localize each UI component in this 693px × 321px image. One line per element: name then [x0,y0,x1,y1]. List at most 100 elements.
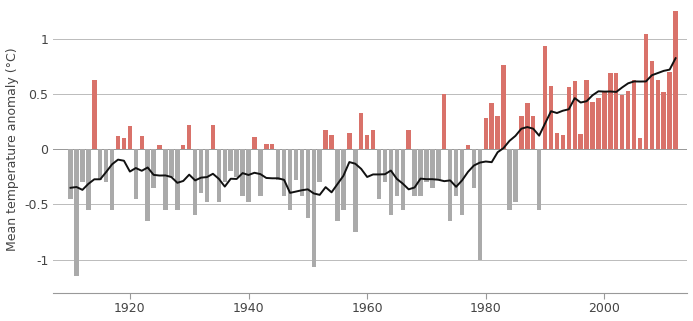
Bar [572,81,577,149]
Bar [519,116,524,149]
Bar [377,149,381,199]
Bar [157,145,161,149]
Bar [86,149,91,210]
Bar [175,149,179,210]
Bar [561,135,565,149]
Bar [477,149,482,260]
Bar [151,149,156,188]
Bar [199,149,203,193]
Bar [341,149,346,210]
Bar [187,125,191,149]
Bar [312,149,316,267]
Bar [359,113,363,149]
Bar [472,149,476,188]
Bar [329,135,334,149]
Bar [602,91,606,149]
Bar [252,137,256,149]
Bar [353,149,358,232]
Bar [436,149,441,180]
Bar [608,73,613,149]
Bar [146,149,150,221]
Bar [649,61,654,149]
Bar [454,149,458,195]
Bar [134,149,138,199]
Bar [596,98,601,149]
Bar [662,92,666,149]
Bar [638,138,642,149]
Bar [667,72,672,149]
Bar [335,149,340,221]
Bar [264,143,268,149]
Bar [644,34,648,149]
Bar [371,130,376,149]
Bar [229,149,233,171]
Bar [324,130,328,149]
Bar [204,149,209,202]
Bar [495,116,500,149]
Bar [549,86,553,149]
Bar [365,135,369,149]
Bar [217,149,221,202]
Bar [626,91,631,149]
Bar [656,80,660,149]
Bar [317,149,322,182]
Bar [92,80,96,149]
Bar [347,133,351,149]
Bar [98,149,103,180]
Bar [590,102,595,149]
Bar [406,130,411,149]
Bar [116,136,121,149]
Bar [234,149,239,177]
Bar [139,136,144,149]
Bar [128,126,132,149]
Bar [383,149,387,182]
Bar [525,103,529,149]
Bar [258,149,263,195]
Bar [484,118,488,149]
Bar [104,149,108,182]
Bar [181,145,186,149]
Bar [579,134,583,149]
Bar [430,149,435,188]
Bar [466,145,471,149]
Bar [514,149,518,202]
Bar [537,149,541,210]
Bar [240,149,245,195]
Bar [169,149,174,177]
Bar [110,149,114,210]
Bar [567,87,571,149]
Bar [620,95,624,149]
Bar [489,103,494,149]
Bar [299,149,304,195]
Bar [306,149,310,218]
Bar [270,143,274,149]
Bar [674,11,678,149]
Bar [531,116,536,149]
Bar [193,149,198,215]
Bar [211,125,215,149]
Bar [80,149,85,182]
Bar [294,149,298,180]
Bar [69,149,73,199]
Bar [389,149,393,215]
Bar [276,149,281,180]
Bar [246,149,251,202]
Bar [424,149,429,182]
Bar [412,149,416,195]
Bar [584,80,589,149]
Bar [501,65,506,149]
Bar [419,149,423,195]
Bar [614,73,618,149]
Bar [448,149,453,221]
Bar [554,133,559,149]
Bar [394,149,399,195]
Bar [74,149,79,276]
Bar [632,80,636,149]
Bar [460,149,464,215]
Bar [442,94,446,149]
Y-axis label: Mean temperature anomaly (°C): Mean temperature anomaly (°C) [6,47,19,251]
Bar [401,149,405,210]
Bar [288,149,292,210]
Bar [164,149,168,210]
Bar [543,47,547,149]
